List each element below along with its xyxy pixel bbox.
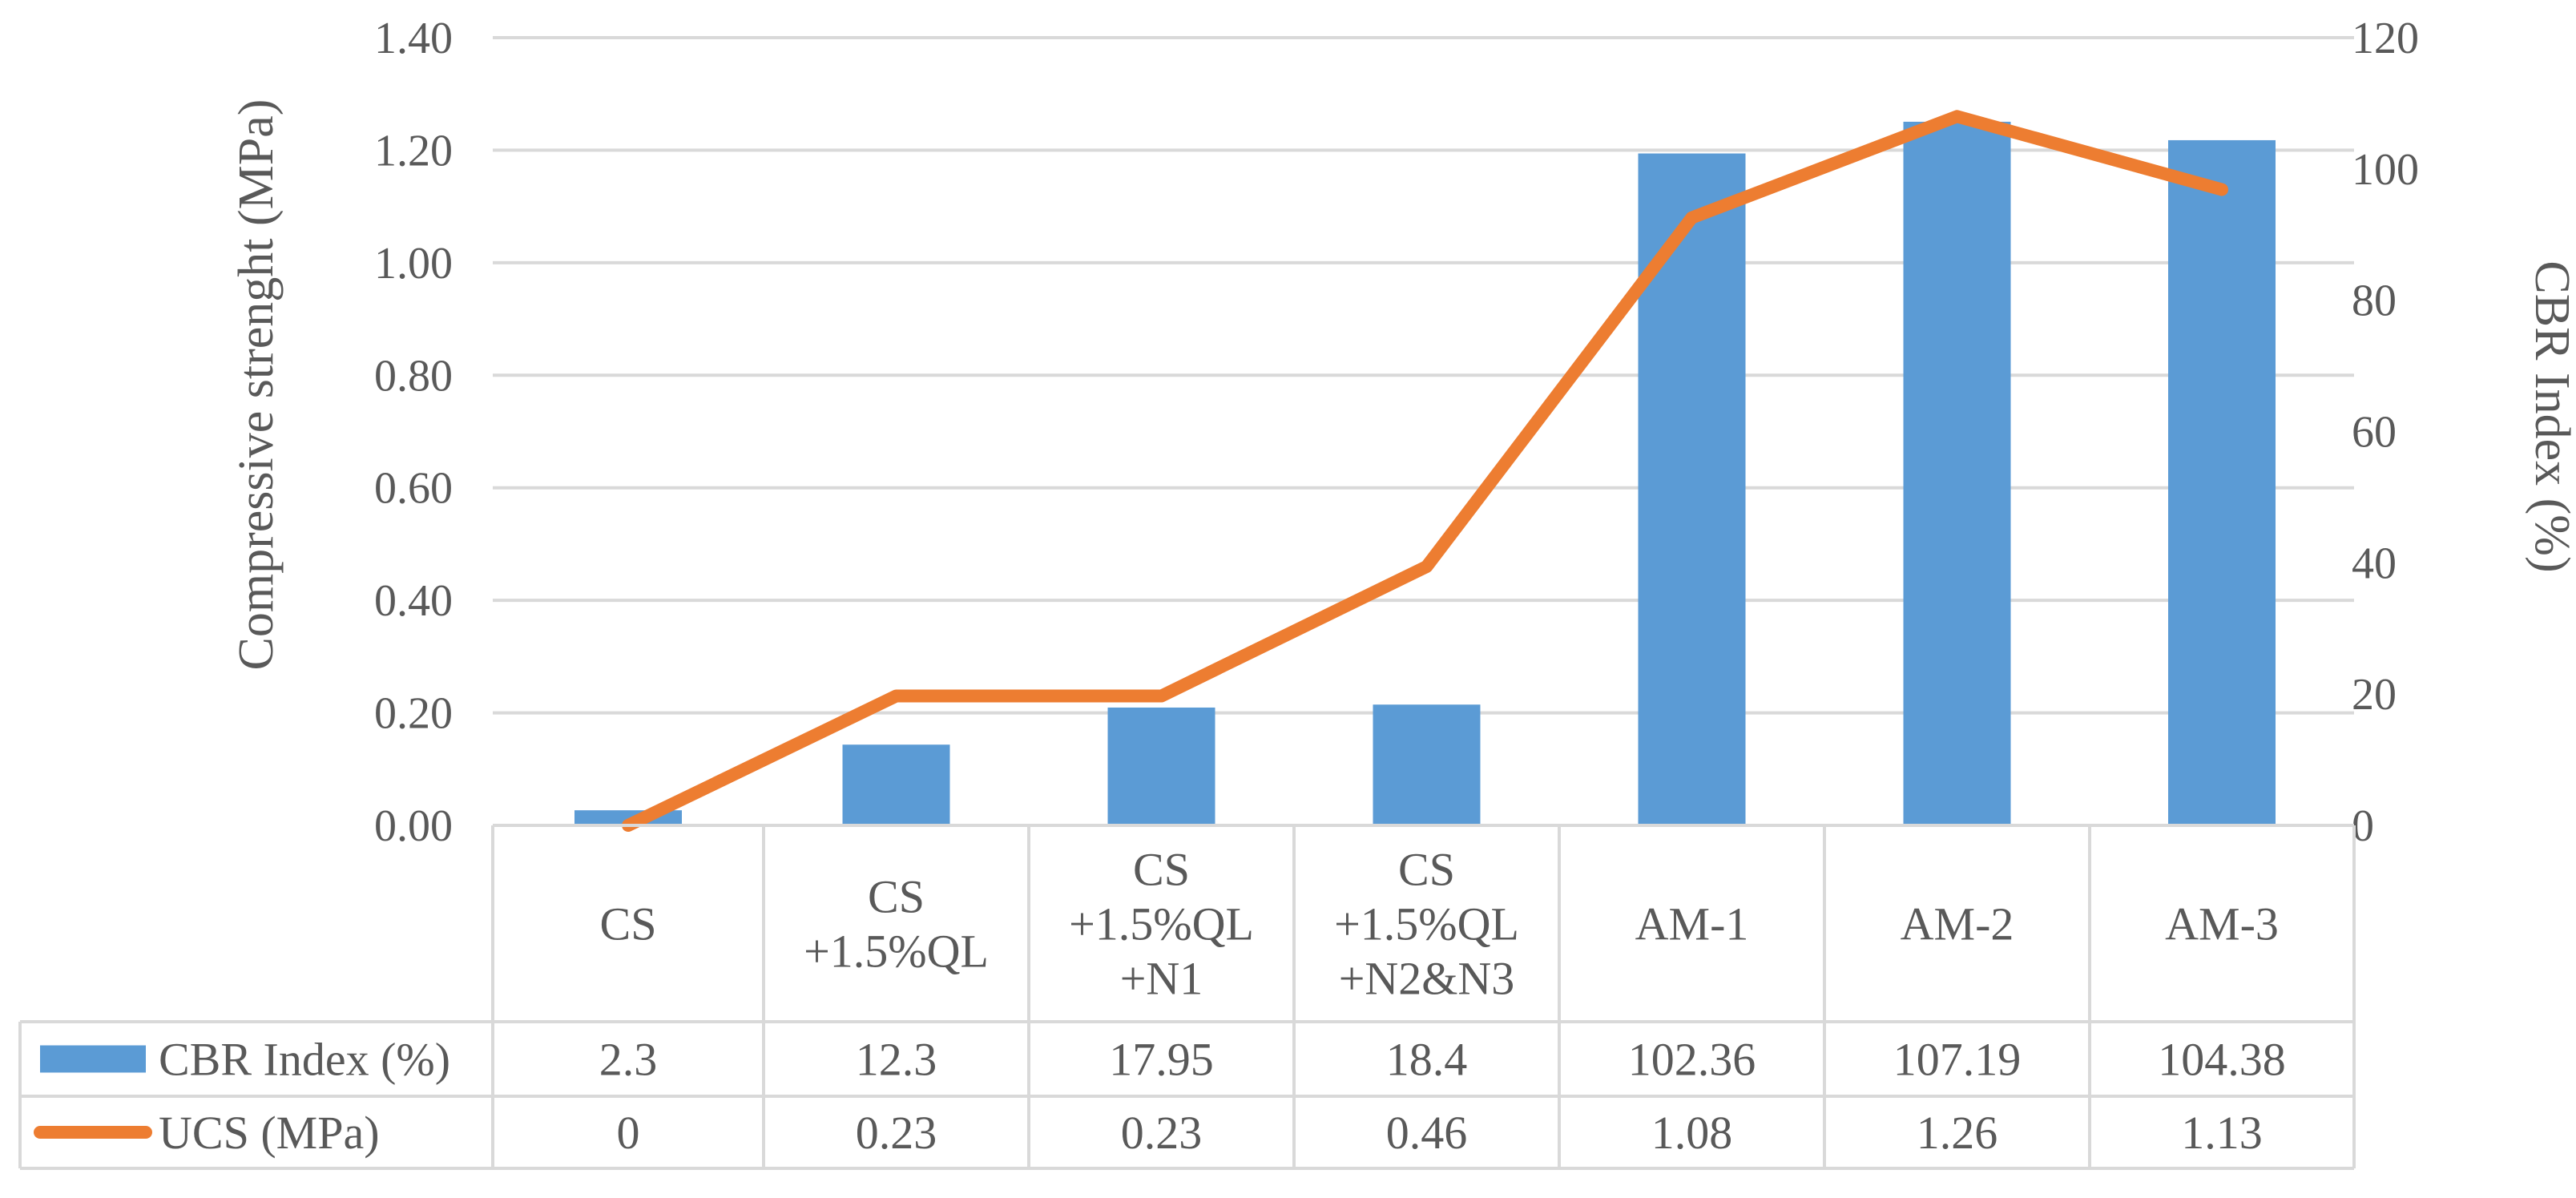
right-tick-label: 60 (2352, 408, 2397, 458)
cbr-bar (2168, 139, 2276, 825)
left-tick-label: 1.00 (374, 239, 453, 288)
legend-key-cbr (40, 1045, 146, 1073)
left-tick-label: 0.60 (374, 464, 453, 514)
cbr-bar (842, 744, 950, 825)
right-tick-label: 80 (2352, 276, 2397, 326)
category-label: AM-1 (1635, 898, 1749, 950)
right-tick-label: 100 (2352, 145, 2419, 195)
data-label: 1.26 (1917, 1107, 1998, 1159)
left-tick-label: 1.40 (374, 14, 453, 63)
data-label: 102.36 (1628, 1034, 1756, 1086)
cbr-bars (574, 121, 2276, 826)
left-tick-label: 0.40 (374, 576, 453, 626)
left-tick-label: 0.20 (374, 689, 453, 739)
right-tick-label: 120 (2352, 14, 2419, 63)
category-label: CS (600, 898, 657, 950)
legend-label-cbr: CBR Index (%) (159, 1034, 450, 1086)
data-label: 1.13 (2181, 1107, 2263, 1159)
category-label: AM-2 (1901, 898, 2014, 950)
category-label: AM-3 (2165, 898, 2279, 950)
data-label: 17.95 (1109, 1034, 1214, 1086)
ucs-line-path (622, 110, 2228, 832)
cbr-bar (1373, 704, 1481, 825)
left-tick-label: 1.20 (374, 126, 453, 175)
legend-label-ucs: UCS (MPa) (159, 1107, 380, 1159)
data-label: 0.23 (1121, 1107, 1203, 1159)
ucs-line (622, 110, 2228, 832)
category-label: CS +1.5%QL (804, 871, 989, 978)
data-label: 107.19 (1893, 1034, 2022, 1086)
left-axis-title: Compressive strenght (MPa) (229, 99, 284, 671)
cbr-bar (1107, 707, 1215, 825)
data-label: 2.3 (599, 1034, 658, 1086)
left-axis-ticks: 0.00 0.20 0.40 0.60 0.80 1.00 1.20 1.40 (374, 14, 453, 851)
left-tick-label: 0.80 (374, 351, 453, 401)
right-tick-label: 20 (2352, 670, 2397, 720)
right-tick-label: 40 (2352, 538, 2397, 588)
cbr-bar (1903, 121, 2011, 826)
data-label: 18.4 (1386, 1034, 1468, 1086)
data-label: 1.08 (1651, 1107, 1733, 1159)
data-label: 104.38 (2158, 1034, 2286, 1086)
data-label: 0 (617, 1107, 640, 1159)
category-label: CS +1.5%QL +N2&N3 (1334, 844, 1519, 1005)
data-label: 0.46 (1386, 1107, 1468, 1159)
data-label: 0.23 (856, 1107, 937, 1159)
right-axis-title: CBR Index (%) (2525, 260, 2576, 572)
category-label: CS +1.5%QL +N1 (1069, 844, 1254, 1005)
data-table: CS CS +1.5%QL CS +1.5%QL +N1 CS +1.5%QL +N2&N3 AM… (18, 824, 2356, 1170)
data-label: 12.3 (856, 1034, 937, 1086)
left-tick-label: 0.00 (374, 801, 453, 851)
gridlines (493, 36, 2354, 827)
cbr-bar (1638, 153, 1746, 826)
